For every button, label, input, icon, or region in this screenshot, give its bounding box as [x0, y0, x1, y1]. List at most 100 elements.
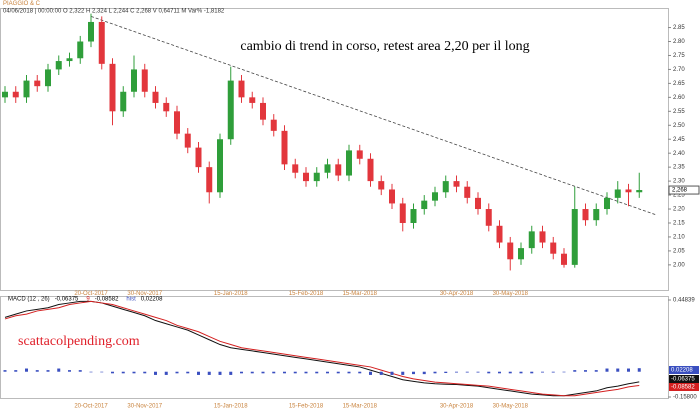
hist-bar — [530, 371, 534, 374]
candle-body — [313, 172, 320, 182]
candle-body — [163, 102, 170, 112]
y-tick-label: 2.10 — [673, 235, 685, 241]
x-tick-label: 15-Mar-2018 — [343, 291, 378, 297]
x-tick-label: 15-Feb-2018 — [289, 404, 324, 410]
macd-line — [4, 300, 640, 397]
last-value-label: -0.06375 — [671, 377, 695, 383]
candle-body — [98, 21, 105, 64]
hist-bar — [379, 371, 383, 375]
candle-body — [496, 225, 503, 243]
hist-bar — [551, 371, 555, 373]
candle-body — [120, 91, 127, 112]
hist-bar — [498, 371, 501, 374]
last-value-label: 0.02208 — [671, 368, 693, 374]
candle-body — [238, 80, 245, 98]
hist-bar — [14, 370, 18, 372]
hist-bar — [57, 368, 61, 372]
candle-body — [356, 150, 363, 159]
candle-body — [324, 164, 331, 173]
hist-bar — [154, 371, 157, 375]
y-tick-label: -0.15800 — [673, 395, 697, 401]
macd-panel — [0, 296, 669, 399]
candle-body — [227, 80, 234, 140]
candle-body — [217, 139, 223, 193]
y-tick-label: 2.60 — [673, 95, 685, 101]
hist-bar — [616, 368, 620, 372]
macd-line — [4, 300, 640, 397]
y-tick-label: 2.35 — [673, 165, 685, 171]
candle-body — [195, 147, 202, 168]
candle-body — [2, 91, 8, 98]
hist-bar — [3, 370, 7, 372]
hist-bar — [132, 371, 136, 374]
candle-body — [442, 181, 449, 193]
y-tick-label: 2.25 — [673, 193, 685, 199]
y-tick-label: 2.05 — [673, 248, 685, 254]
legend-value: -0,08582 — [95, 297, 119, 303]
last-price-box — [668, 185, 700, 195]
x-tick-label: 30-Apr-2018 — [440, 404, 474, 410]
chart-title: PIAGGIO & C — [3, 1, 41, 7]
candle-body — [141, 69, 148, 92]
y-tick-label: 2.70 — [673, 67, 685, 73]
hist-bar — [433, 371, 437, 374]
hist-bar — [143, 371, 147, 374]
hist-bar — [541, 371, 544, 373]
candle-body — [131, 69, 137, 92]
candle-body — [604, 197, 610, 210]
x-tick-label: 30-May-2018 — [493, 404, 529, 410]
candle-body — [625, 189, 632, 193]
hist-bar — [250, 371, 254, 374]
candle-body — [346, 150, 352, 176]
legend-value: 0,02208 — [141, 297, 163, 303]
last-value-box — [669, 375, 699, 383]
hist-bar — [573, 370, 577, 372]
x-tick-label: 20-Oct-2017 — [74, 291, 108, 297]
x-tick-label: 30-Nov-2017 — [127, 404, 162, 410]
hist-bar — [508, 371, 512, 374]
hist-bar — [444, 371, 448, 374]
candle-body — [152, 91, 159, 103]
y-tick-label: 2.65 — [673, 81, 685, 87]
hist-bar — [78, 370, 82, 372]
candle-body — [88, 21, 94, 42]
candle-body — [539, 231, 546, 243]
chart-subtitle: 04/06/2018 | 00:00:00 O 2,322 H 2,324 L … — [3, 9, 225, 15]
hist-bar — [186, 371, 190, 374]
candle-body — [464, 186, 471, 198]
hist-bar — [519, 371, 523, 374]
candle-body — [485, 209, 492, 226]
hist-bar — [229, 371, 233, 375]
candle-body — [55, 61, 62, 70]
last-value-label: -0.08582 — [671, 385, 695, 391]
hist-bar — [35, 370, 39, 372]
annotation: cambio di trend in corso, retest area 2,… — [240, 39, 529, 54]
hist-bar — [412, 371, 415, 375]
candle-body — [571, 209, 578, 265]
legend-name: hist — [126, 297, 136, 303]
candle-body — [270, 119, 277, 131]
hist-bar — [369, 371, 372, 375]
hist-bar — [207, 371, 211, 375]
hist-bar — [627, 368, 630, 372]
candle-body — [77, 41, 84, 59]
hist-bar — [111, 371, 114, 374]
hist-bar — [261, 371, 265, 374]
y-tick-label: 0.44839 — [673, 298, 695, 304]
x-tick-label: 15-Feb-2018 — [289, 291, 324, 297]
hist-bar — [358, 371, 362, 374]
candle-body — [109, 63, 116, 112]
candle-body — [174, 111, 180, 134]
hist-bar — [594, 370, 598, 372]
y-tick-label: 2.00 — [673, 262, 685, 268]
candle-body — [249, 97, 256, 103]
candle-body — [432, 192, 438, 201]
hist-bar — [487, 371, 491, 374]
candle-body — [593, 209, 600, 221]
x-tick-label: 15-Mar-2018 — [343, 404, 378, 410]
hist-bar — [240, 371, 243, 374]
candle-body — [453, 181, 460, 187]
hist-bar — [401, 371, 405, 375]
hist-bar — [584, 370, 587, 372]
candle-body — [614, 189, 621, 198]
